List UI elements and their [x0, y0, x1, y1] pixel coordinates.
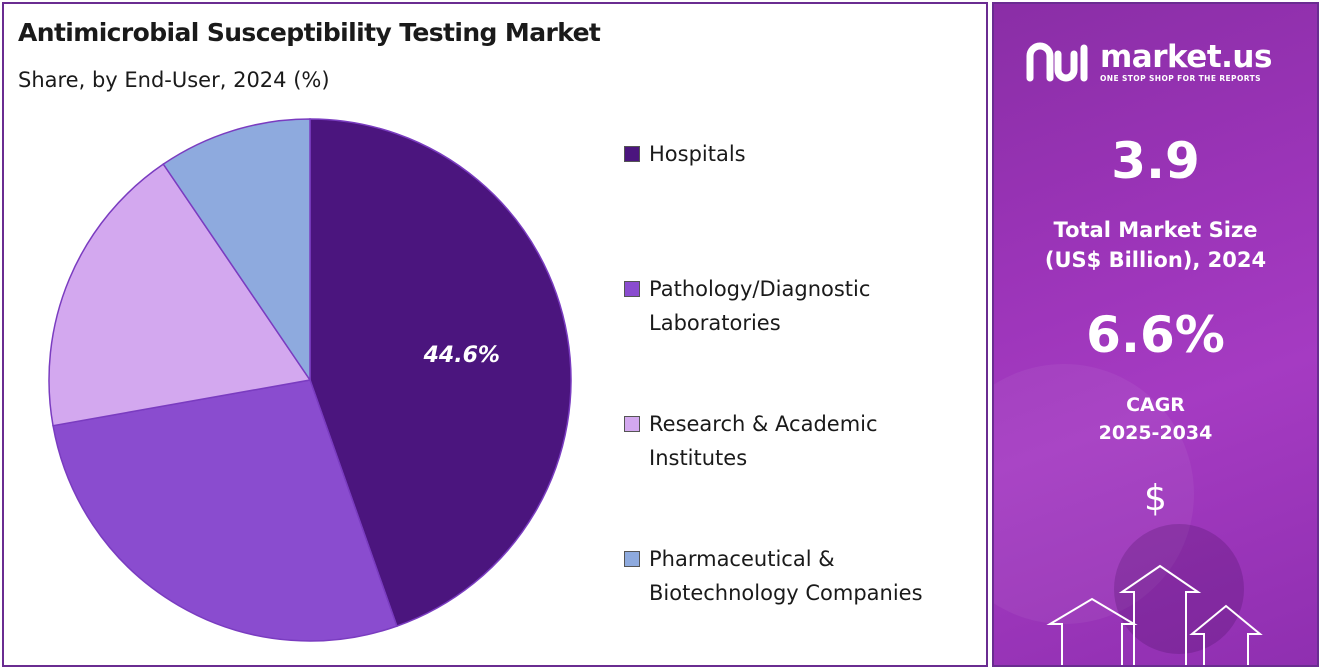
- market-size-label-line2: (US$ Billion), 2024: [1044, 248, 1267, 272]
- legend-item-2: Research & Academic Institutes: [624, 407, 969, 475]
- background-cup-decoration: [1114, 524, 1244, 654]
- legend-item-0: Hospitals: [624, 137, 969, 171]
- legend-label-3: Pharmaceutical & Biotechnology Companies: [649, 542, 969, 610]
- chart-panel: Antimicrobial Susceptibility Testing Mar…: [2, 2, 988, 667]
- legend-swatch-2: [624, 416, 640, 432]
- legend-label-0: Hospitals: [649, 137, 969, 171]
- legend-item-3: Pharmaceutical & Biotechnology Companies: [624, 542, 969, 610]
- legend-label-1: Pathology/Diagnostic Laboratories: [649, 272, 969, 340]
- legend-label-line: Pharmaceutical &: [649, 547, 835, 571]
- brand-name: market.us: [1100, 39, 1272, 75]
- pie-slice-2: [48, 163, 312, 427]
- chart-subtitle: Share, by End-User, 2024 (%): [18, 68, 330, 92]
- brand-logo: market.us ONE STOP SHOP FOR THE REPORTS: [1024, 40, 1272, 84]
- legend-swatch-0: [624, 146, 640, 162]
- legend-item-1: Pathology/Diagnostic Laboratories: [624, 272, 969, 340]
- cagr-value: 6.6%: [1086, 306, 1225, 364]
- summary-panel: market.us ONE STOP SHOP FOR THE REPORTS …: [992, 2, 1319, 667]
- pie-data-label-0: 44.6%: [423, 343, 500, 368]
- legend-label-line: Hospitals: [649, 142, 746, 166]
- currency-symbol: $: [1144, 478, 1167, 519]
- brand-tagline: ONE STOP SHOP FOR THE REPORTS: [1100, 74, 1261, 83]
- chart-title: Antimicrobial Susceptibility Testing Mar…: [18, 18, 601, 47]
- pie-chart: 44.6%: [48, 118, 572, 642]
- growth-arrows-icon: [1046, 564, 1263, 665]
- legend-label-line: Laboratories: [649, 311, 781, 335]
- legend-swatch-1: [624, 281, 640, 297]
- cagr-label-line2: 2025-2034: [1098, 422, 1213, 444]
- legend-label-line: Research & Academic: [649, 412, 878, 436]
- pie-slice-3: [162, 118, 311, 383]
- market-size-value: 3.9: [1111, 132, 1200, 190]
- legend-swatch-3: [624, 551, 640, 567]
- cagr-label-line1: CAGR: [1126, 394, 1185, 416]
- pie-slice-0: [309, 118, 572, 628]
- legend-label-line: Pathology/Diagnostic: [649, 277, 871, 301]
- legend-label-2: Research & Academic Institutes: [649, 407, 969, 475]
- legend-label-line: Biotechnology Companies: [649, 581, 923, 605]
- market-size-label-line1: Total Market Size: [1053, 218, 1258, 242]
- background-circle-decoration: [994, 364, 1194, 624]
- legend-label-line: Institutes: [649, 446, 748, 470]
- market-us-logo-icon: [1026, 42, 1088, 82]
- pie-slice-1: [52, 379, 398, 642]
